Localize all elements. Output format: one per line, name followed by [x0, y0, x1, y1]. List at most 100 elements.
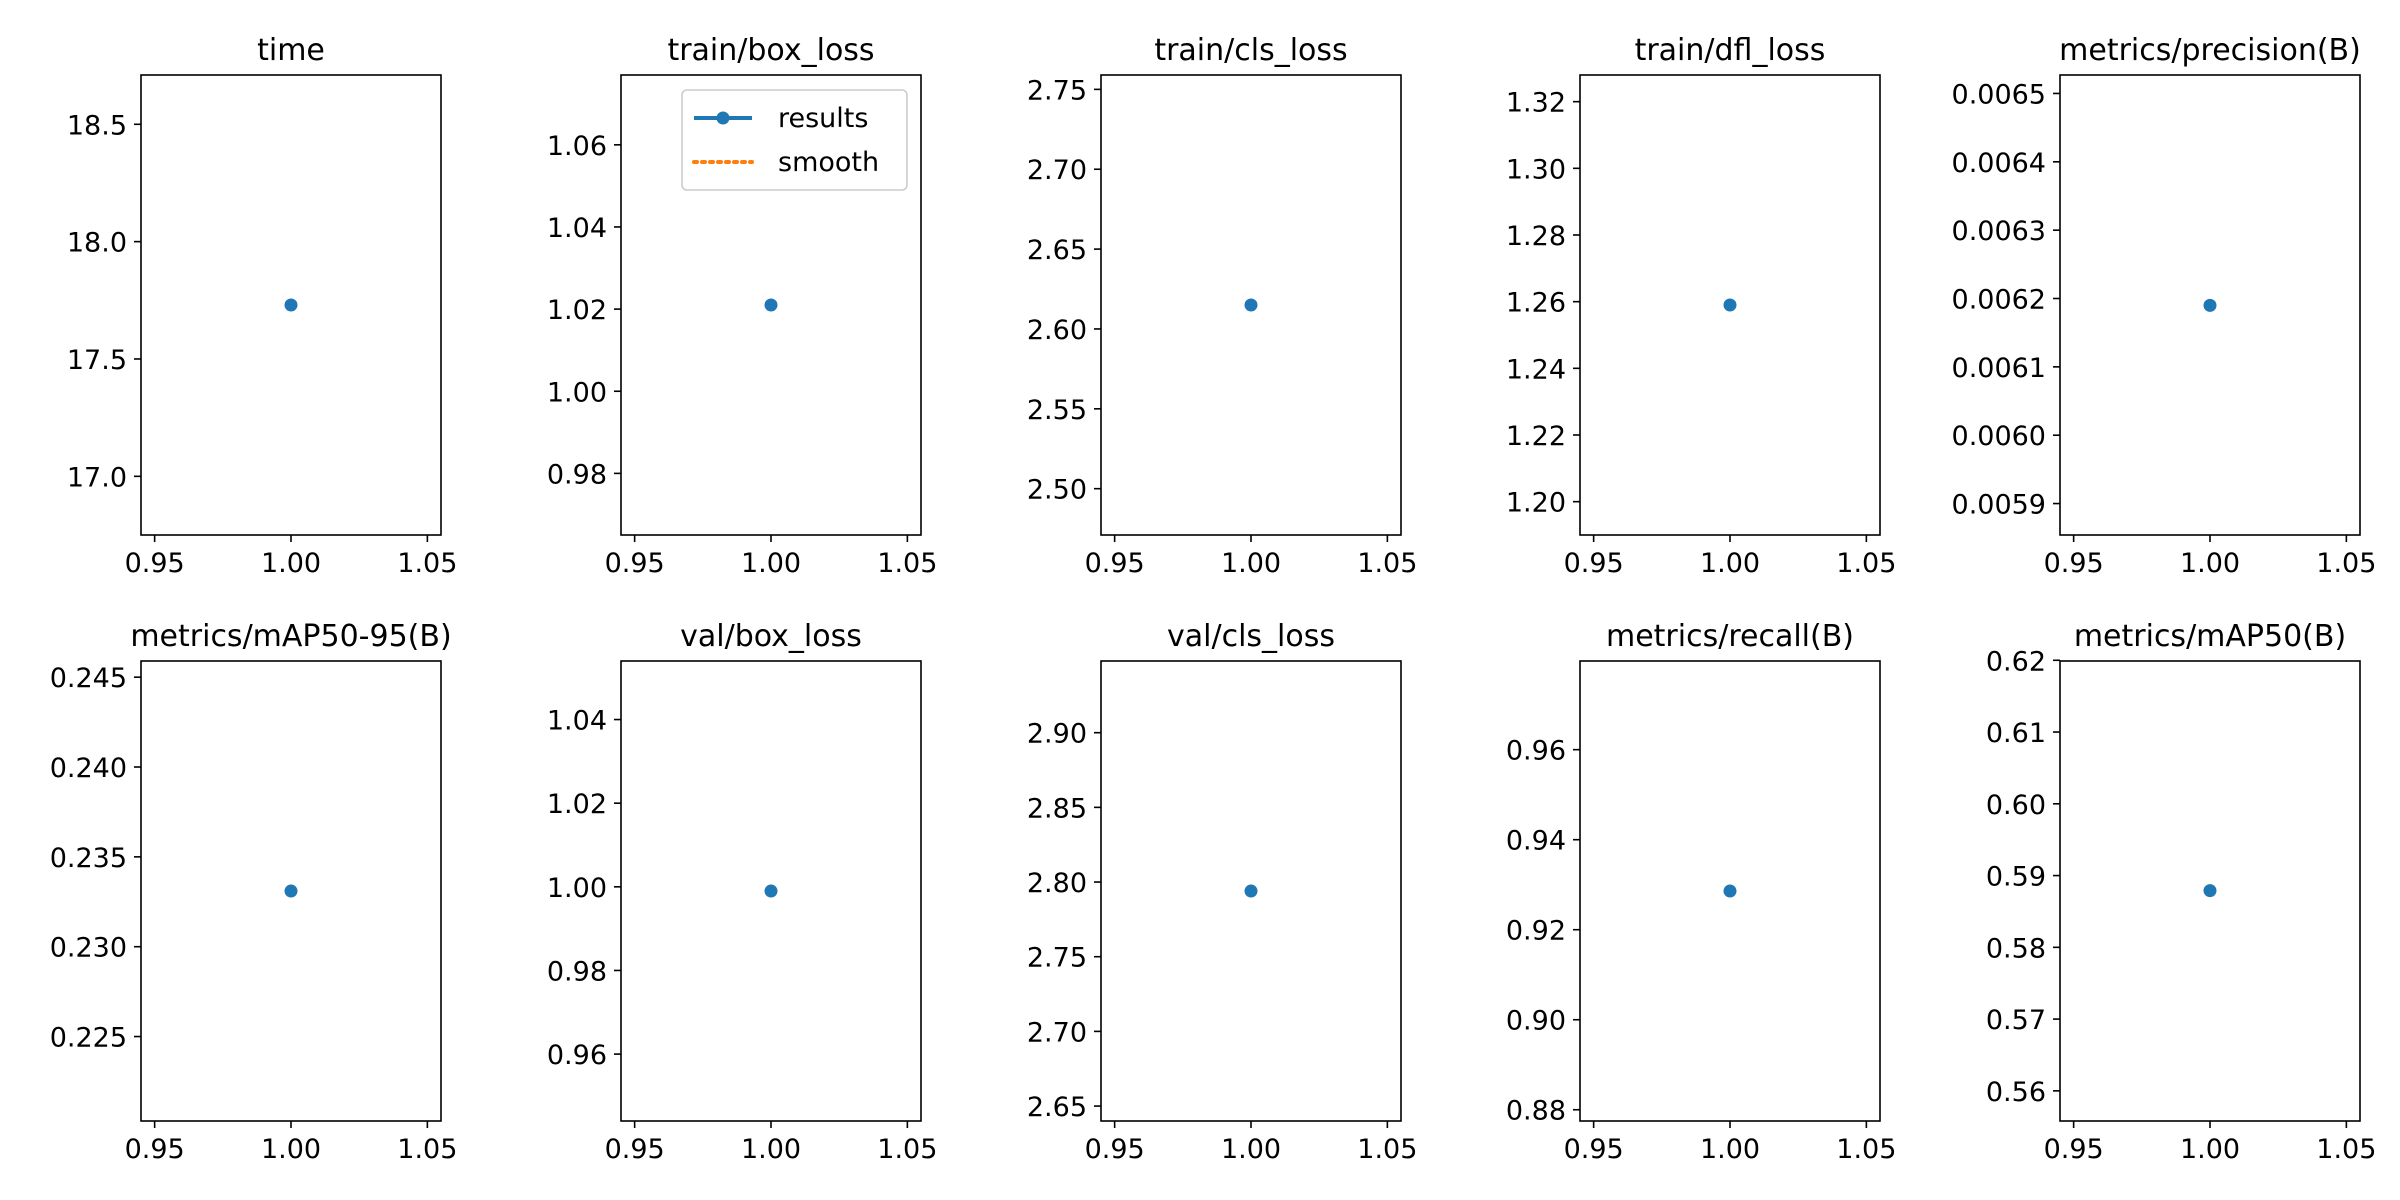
y-tick-label: 1.26	[1506, 288, 1566, 319]
y-tick-label: 1.02	[547, 295, 607, 326]
y-tick-label: 0.60	[1986, 790, 2046, 821]
subplot: train/cls_loss 0.95 1.00 1.05 2.50 2.55 2.60 2.…	[1027, 33, 1418, 579]
y-tick-label: 2.85	[1027, 793, 1087, 824]
y-tick-label: 0.98	[547, 459, 607, 490]
x-tick-label: 1.05	[1836, 1134, 1896, 1165]
y-tick-label: 0.0063	[1952, 216, 2046, 247]
y-tick-label: 1.32	[1506, 88, 1566, 119]
x-tick-label: 1.00	[1700, 548, 1760, 579]
y-tick-label: 18.5	[67, 110, 127, 141]
y-tick-label: 2.65	[1027, 1092, 1087, 1123]
legend-results-marker	[716, 111, 730, 125]
y-tick-label: 2.75	[1027, 943, 1087, 974]
y-tick-label: 0.96	[1506, 736, 1566, 767]
x-tick-label: 1.00	[1221, 1134, 1281, 1165]
y-tick-label: 1.30	[1506, 154, 1566, 185]
y-tick-label: 0.61	[1986, 718, 2046, 749]
x-tick-label: 1.00	[2180, 548, 2240, 579]
y-tick-label: 2.80	[1027, 868, 1087, 899]
subplot-title: val/box_loss	[680, 619, 862, 654]
subplot: metrics/mAP50(B) 0.95 1.00 1.05 0.56 0.57 0.58…	[1986, 619, 2377, 1165]
y-tick-label: 0.0062	[1952, 285, 2046, 316]
y-tick-label: 0.57	[1986, 1005, 2046, 1036]
legend-smooth-label: smooth	[778, 147, 879, 178]
x-tick-label: 1.05	[2316, 548, 2376, 579]
subplot-title: train/dfl_loss	[1635, 33, 1826, 68]
x-tick-label: 0.95	[1085, 548, 1145, 579]
y-tick-label: 0.0060	[1952, 421, 2046, 452]
x-tick-label: 0.95	[2044, 548, 2104, 579]
legend-box	[681, 89, 908, 191]
subplot-title: train/box_loss	[667, 33, 874, 68]
y-tick-label: 0.92	[1506, 916, 1566, 947]
y-tick-label: 1.28	[1506, 221, 1566, 252]
subplot: metrics/precision(B) 0.95 1.00 1.05 0.0059 0.…	[1952, 33, 2377, 579]
y-tick-label: 2.55	[1027, 395, 1087, 426]
y-tick-label: 17.0	[67, 462, 127, 493]
subplot-title: metrics/mAP50-95(B)	[130, 619, 451, 654]
subplot-title: metrics/recall(B)	[1606, 619, 1854, 654]
results-point	[764, 884, 778, 898]
x-tick-label: 0.95	[605, 1134, 665, 1165]
y-tick-label: 1.20	[1506, 488, 1566, 519]
subplot-title: metrics/mAP50(B)	[2074, 619, 2346, 654]
subplot: time 0.95 1.00 1.05 17.0 17.5 18.0 18.5	[67, 33, 458, 579]
x-tick-label: 1.05	[877, 548, 937, 579]
y-tick-label: 0.58	[1986, 933, 2046, 964]
y-tick-label: 0.56	[1986, 1077, 2046, 1108]
x-tick-label: 0.95	[125, 548, 185, 579]
y-tick-label: 0.94	[1506, 826, 1566, 857]
subplot-grid: time 0.95 1.00 1.05 17.0 17.5 18.0 18.5 train/bo…	[50, 33, 2377, 1165]
y-tick-label: 2.65	[1027, 235, 1087, 266]
x-tick-label: 1.05	[1357, 548, 1417, 579]
y-tick-label: 2.70	[1027, 1017, 1087, 1048]
x-tick-label: 1.00	[2180, 1134, 2240, 1165]
results-point	[2203, 298, 2217, 312]
y-tick-label: 0.59	[1986, 862, 2046, 893]
x-tick-label: 1.00	[741, 1134, 801, 1165]
results-point	[284, 884, 298, 898]
y-tick-label: 1.02	[547, 789, 607, 820]
legend-results-label: results	[778, 103, 868, 134]
y-tick-label: 0.225	[50, 1023, 127, 1054]
y-tick-label: 1.04	[547, 213, 607, 244]
subplot: train/box_loss 0.95 1.00 1.05 0.98 1.00 1.02 1.…	[547, 33, 938, 579]
subplot-title: val/cls_loss	[1167, 619, 1335, 654]
subplot-title: metrics/precision(B)	[2059, 33, 2361, 68]
x-tick-label: 0.95	[1085, 1134, 1145, 1165]
y-tick-label: 2.70	[1027, 155, 1087, 186]
subplot-title: time	[257, 33, 325, 68]
results-point	[764, 298, 778, 312]
x-tick-label: 1.05	[1357, 1134, 1417, 1165]
x-tick-label: 0.95	[125, 1134, 185, 1165]
results-point	[1244, 884, 1258, 898]
y-tick-label: 2.90	[1027, 719, 1087, 750]
x-tick-label: 0.95	[1564, 1134, 1624, 1165]
results-point	[284, 298, 298, 312]
y-tick-label: 0.0061	[1952, 353, 2046, 384]
y-tick-label: 0.62	[1986, 646, 2046, 677]
y-tick-label: 1.24	[1506, 354, 1566, 385]
y-tick-label: 0.230	[50, 933, 127, 964]
x-tick-label: 1.00	[1700, 1134, 1760, 1165]
y-tick-label: 2.75	[1027, 75, 1087, 106]
subplot: metrics/mAP50-95(B) 0.95 1.00 1.05 0.225 0.23…	[50, 619, 458, 1165]
y-tick-label: 0.0064	[1952, 148, 2046, 179]
y-tick-label: 1.06	[547, 131, 607, 162]
x-tick-label: 1.00	[1221, 548, 1281, 579]
subplot: train/dfl_loss 0.95 1.00 1.05 1.20 1.22 1.24 1.…	[1506, 33, 1897, 579]
y-tick-label: 0.245	[50, 663, 127, 694]
y-tick-label: 0.96	[547, 1040, 607, 1071]
x-tick-label: 1.00	[741, 548, 801, 579]
x-tick-label: 1.05	[397, 548, 457, 579]
x-tick-label: 0.95	[1564, 548, 1624, 579]
x-tick-label: 1.00	[261, 548, 321, 579]
subplot-title: train/cls_loss	[1154, 33, 1347, 68]
results-point	[1723, 884, 1737, 898]
y-tick-label: 0.90	[1506, 1006, 1566, 1037]
y-tick-label: 18.0	[67, 228, 127, 259]
subplot: metrics/recall(B) 0.95 1.00 1.05 0.88 0.90 0.9…	[1506, 619, 1897, 1165]
y-tick-label: 17.5	[67, 345, 127, 376]
